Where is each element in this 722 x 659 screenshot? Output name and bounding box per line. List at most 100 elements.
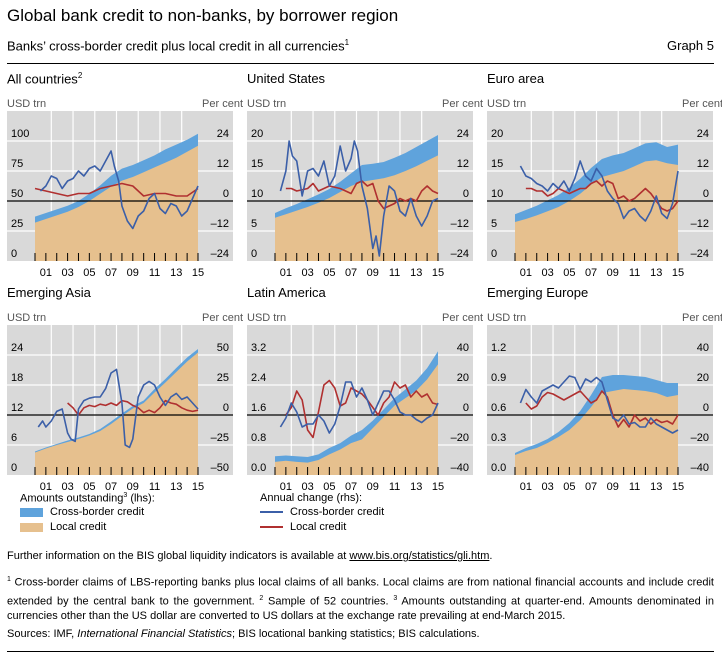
left-tick-label: 5 [491,218,497,230]
x-tick-label: 01 [520,481,532,493]
x-tick-label: 07 [105,267,117,279]
line-cross-border-change [37,368,199,449]
left-tick-label: 20 [491,128,503,140]
subtitle-text: Banks’ cross-border credit plus local cr… [7,38,345,54]
x-tick-label: 09 [127,267,139,279]
x-tick-label: 07 [585,481,597,493]
x-tick-label: 01 [40,267,52,279]
x-tick-label: 13 [170,267,182,279]
x-tick-label: 13 [650,267,662,279]
right-tick-label: 0 [223,402,229,414]
plot-area: 0 6 12 18 24 –50 –25 0 25 50 01 03 05 07 09 11 13 15 [7,325,233,493]
footnote-marker: 1 [7,576,11,583]
left-tick-label: 3.2 [251,342,266,354]
x-tick-label: 03 [61,267,73,279]
footnotes: 1 Cross-border claims of LBS-reporting b… [7,572,714,624]
area-local-credit [515,160,678,261]
line-local-credit-change [34,182,199,197]
legend-item-local-area: Local credit [20,520,155,535]
line-local-credit-change [285,379,439,439]
x-tick-label: 09 [607,267,619,279]
footnote-ref-2: 2 [77,71,83,80]
x-tick-label: 05 [563,267,575,279]
x-tick-label: 11 [149,481,160,493]
left-tick-label: 5 [251,218,257,230]
right-tick-label: 0 [703,402,709,414]
right-tick-label: –40 [451,462,469,474]
x-tick-label: 05 [83,267,95,279]
x-tick-label: 09 [127,481,139,493]
x-tick-label: 03 [301,267,313,279]
left-tick-label: 10 [491,188,503,200]
further-info-text: Further information on the BIS global li… [7,550,350,562]
legend-line-red [260,525,283,528]
line-local-credit-change [525,180,679,212]
legend-amounts-header: Amounts outstanding3 (lhs): [20,492,155,505]
panel-all-countries: All countries2 USD trn Per cent 0 25 50 75 100 –… [7,71,243,281]
line-cross-border-change [519,160,679,222]
right-tick-label: –24 [691,248,709,260]
line-cross-border-change [519,375,679,434]
right-tick-label: 20 [457,372,469,384]
footnote-marker: 2 [259,594,264,602]
further-info-end: . [489,550,493,562]
panel-latin-america: Latin America USD trn Per cent 0.0 0.8 1.6 2.4… [247,285,483,495]
legend-amounts: Amounts outstanding3 (lhs): Cross-border… [20,492,155,535]
x-tick-label: 01 [40,481,52,493]
area-local-credit [515,389,678,475]
left-tick-label: 2.4 [251,372,266,384]
x-tick-label: 13 [410,267,422,279]
gli-link[interactable]: www.bis.org/statistics/gli.htm [349,550,490,562]
legend-swatch-tan [20,522,43,532]
panel-emerging-europe: Emerging Europe USD trn Per cent 0.0 0.3 0.6 0… [487,285,722,495]
legend-item-cross-border-line: Cross-border credit [260,504,384,519]
x-tick-label: 15 [672,267,684,279]
right-tick-label: –25 [211,432,229,444]
left-tick-label: 24 [11,342,23,354]
line-cross-border-change [279,140,439,257]
right-tick-label: –12 [691,218,709,230]
line-cross-border-change [279,381,439,434]
left-axis-unit: USD trn [7,98,47,110]
sources: Sources: IMF, International Financial St… [7,627,714,642]
legend-line-blue [260,510,283,513]
panel-title-text: All countries [7,71,78,87]
right-tick-label: –12 [451,218,469,230]
left-tick-label: 10 [251,188,263,200]
right-tick-label: 0 [223,188,229,200]
x-tick-label: 07 [345,267,357,279]
left-axis-unit: USD trn [7,312,47,324]
footnote-ref-1: 1 [344,38,350,47]
legend-amounts-title: Amounts outstanding [20,492,124,505]
right-tick-label: –20 [691,432,709,444]
right-tick-label: 25 [217,372,229,384]
x-tick-label: 05 [323,267,335,279]
right-tick-label: 24 [697,128,709,140]
left-axis-unit: USD trn [247,312,287,324]
left-tick-label: 6 [11,432,17,444]
right-tick-label: 40 [697,342,709,354]
line-local-credit-change [67,399,199,416]
x-tick-label: 05 [323,481,335,493]
x-tick-label: 15 [192,267,204,279]
right-tick-label: 20 [697,372,709,384]
line-local-credit-change [525,390,679,428]
panel-title: All countries2 [7,71,82,86]
x-tick-label: 01 [280,481,292,493]
right-tick-label: –12 [211,218,229,230]
right-tick-label: –24 [451,248,469,260]
legend-amounts-suffix: (lhs): [127,492,155,505]
legend-label: Cross-border credit [50,506,145,519]
left-tick-label: 50 [11,188,23,200]
x-tick-label: 05 [563,481,575,493]
x-tick-label: 15 [432,267,444,279]
left-axis-unit: USD trn [487,98,527,110]
left-tick-label: 18 [11,372,23,384]
footnote-marker: 3 [393,594,398,602]
x-tick-label: 15 [192,481,204,493]
x-tick-label: 13 [170,481,182,493]
right-tick-label: –50 [211,462,229,474]
panel-title: Latin America [247,285,326,300]
right-tick-label: –40 [691,462,709,474]
footnote-1: Cross-border claims of LBS-reporting ban… [7,576,714,608]
